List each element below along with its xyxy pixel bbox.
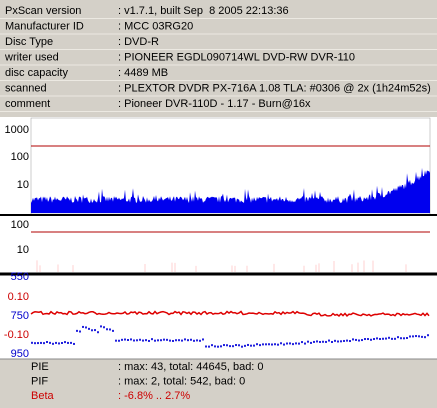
beta-trace bbox=[30, 310, 430, 318]
info-label: disc capacity bbox=[5, 67, 68, 79]
axis-label: 950 bbox=[11, 348, 29, 360]
info-label: PxScan version bbox=[5, 5, 81, 17]
info-label: writer used bbox=[4, 51, 59, 63]
info-value: : Pioneer DVR-110D - 1.17 - Burn@16x bbox=[118, 98, 311, 110]
info-label: Disc Type bbox=[5, 36, 53, 48]
axis-label: 100 bbox=[11, 219, 29, 231]
info-value: : MCC 03RG20 bbox=[118, 20, 193, 32]
axis-label: 10 bbox=[17, 179, 29, 191]
info-value: : DVD-R bbox=[118, 36, 159, 48]
axis-label: -0.10 bbox=[4, 329, 29, 341]
axis-label: 1000 bbox=[5, 124, 29, 136]
info-value: : v1.7.1, built Sep 8 2005 22:13:36 bbox=[118, 5, 289, 17]
stat-label: PIF bbox=[31, 375, 48, 387]
info-value: : 4489 MB bbox=[118, 67, 168, 79]
info-label: Manufacturer ID bbox=[5, 20, 84, 32]
stat-value: : -6.8% .. 2.7% bbox=[118, 390, 190, 402]
axis-label: 750 bbox=[11, 310, 29, 322]
info-value: : PIONEER EGDL090714WL DVD-RW DVR-110 bbox=[118, 51, 355, 63]
axis-label: 100 bbox=[11, 151, 29, 163]
axis-label: 550 bbox=[11, 271, 29, 283]
stat-value: : max: 43, total: 44645, bad: 0 bbox=[118, 361, 264, 373]
axis-label: 10 bbox=[17, 244, 29, 256]
stat-label: Beta bbox=[31, 390, 55, 402]
info-label: scanned bbox=[5, 82, 47, 94]
info-value: : PLEXTOR DVDR PX-716A 1.08 TLA: #0306 @… bbox=[118, 82, 431, 94]
info-label: comment bbox=[5, 98, 50, 110]
stat-value: : max: 2, total: 542, bad: 0 bbox=[118, 375, 245, 387]
stat-label: PIE bbox=[31, 361, 49, 373]
axis-label: 0.10 bbox=[8, 291, 29, 303]
pie-trace bbox=[31, 167, 430, 213]
